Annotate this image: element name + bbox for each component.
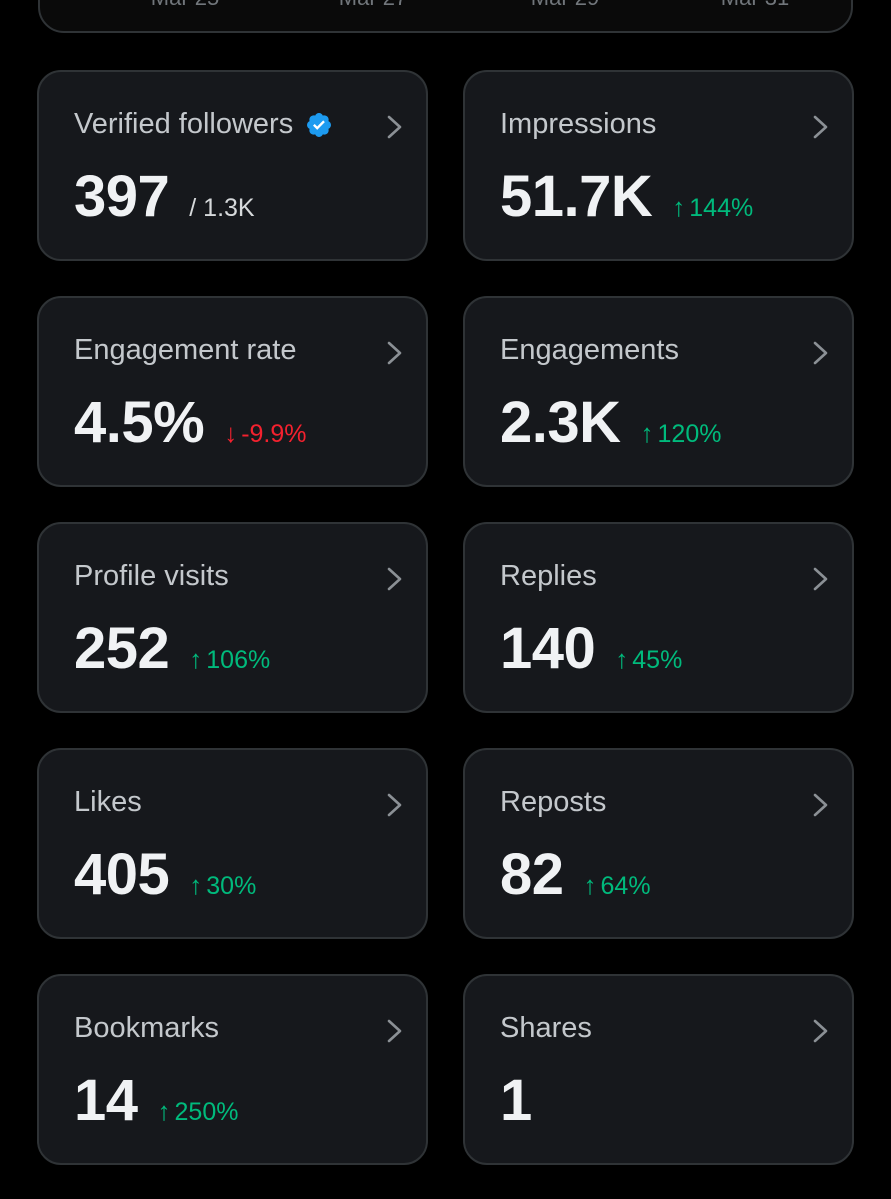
metric-change: ↑ 120% [641,418,722,449]
chevron-right-icon [387,341,402,365]
metric-card-impressions[interactable]: Impressions 51.7K ↑ 144% [463,70,854,261]
arrow-up-icon: ↑ [157,1096,171,1126]
metric-card-shares[interactable]: Shares 1 [463,974,854,1165]
chart-x-axis: Mar 25 Mar 27 Mar 29 Mar 31 [40,0,851,10]
metric-value-row: 140 ↑ 45% [500,620,682,678]
metric-value-row: 4.5% ↓ -9.9% [74,394,307,452]
metric-title-label: Verified followers [74,108,294,140]
chevron-right-icon [813,567,828,591]
chevron-right-icon [387,115,402,139]
chevron-right-icon [813,341,828,365]
metric-card-engagements[interactable]: Engagements 2.3K ↑ 120% [463,296,854,487]
metric-value: 1 [500,1068,532,1133]
metric-title-label: Likes [74,786,142,818]
metric-change-value: 30% [206,872,257,900]
metric-card-profile-visits[interactable]: Profile visits 252 ↑ 106% [37,522,428,713]
metric-value: 51.7K [500,164,653,229]
metric-title-label: Impressions [500,108,657,140]
metric-title-label: Replies [500,560,597,592]
metric-change: ↓ -9.9% [224,418,306,449]
arrow-down-icon: ↓ [224,418,238,448]
metric-value: 82 [500,842,564,907]
metric-value-row: 14 ↑ 250% [74,1072,238,1130]
metric-value: 405 [74,842,170,907]
chevron-right-icon [813,1019,828,1043]
metric-value-row: 51.7K ↑ 144% [500,168,753,226]
metric-title-label: Engagements [500,334,679,366]
metric-title: Reposts [500,786,606,819]
arrow-up-icon: ↑ [615,644,629,674]
metric-change-value: 250% [174,1098,239,1126]
metric-total: / 1.3K [189,194,255,222]
arrow-up-icon: ↑ [583,870,597,900]
metric-value-row: 1 [500,1072,532,1130]
verified-badge-icon [307,112,332,137]
metric-value: 140 [500,616,596,681]
metric-title: Shares [500,1012,592,1045]
chevron-right-icon [813,793,828,817]
metric-value: 397 [74,164,170,229]
chart-axis-label: Mar 29 [531,0,599,11]
metric-title: Profile visits [74,560,229,593]
metric-change-value: 120% [657,420,722,448]
metric-value-row: 2.3K ↑ 120% [500,394,721,452]
metric-change-value: 64% [600,872,651,900]
metric-change: ↑ 45% [615,644,682,675]
metric-value: 2.3K [500,390,621,455]
chart-card: Mar 25 Mar 27 Mar 29 Mar 31 [38,0,853,33]
metric-title: Replies [500,560,597,593]
metric-change-value: 106% [206,646,271,674]
metric-card-reposts[interactable]: Reposts 82 ↑ 64% [463,748,854,939]
chart-axis-label: Mar 25 [151,0,219,11]
metric-title: Bookmarks [74,1012,219,1045]
metric-title: Verified followers [74,108,333,141]
metric-change: ↑ 106% [189,644,270,675]
metric-card-bookmarks[interactable]: Bookmarks 14 ↑ 250% [37,974,428,1165]
chart-axis-label: Mar 27 [339,0,407,11]
metric-value: 14 [74,1068,138,1133]
metric-change: ↑ 30% [189,870,256,901]
metric-value-row: 405 ↑ 30% [74,846,256,904]
arrow-up-icon: ↑ [672,192,686,222]
arrow-up-icon: ↑ [189,644,203,674]
metrics-grid: Verified followers 397 / 1.3K Impression… [37,70,854,1165]
metric-title-label: Reposts [500,786,607,818]
metric-title-label: Profile visits [74,560,229,592]
metric-card-replies[interactable]: Replies 140 ↑ 45% [463,522,854,713]
metric-change-value: -9.9% [241,420,307,448]
chevron-right-icon [387,567,402,591]
metric-change-value: 45% [632,646,683,674]
metric-value: 4.5% [74,390,205,455]
chevron-right-icon [387,793,402,817]
metric-change-value: 144% [689,194,754,222]
metric-title-label: Bookmarks [74,1012,220,1044]
metric-title: Engagements [500,334,679,367]
chevron-right-icon [387,1019,402,1043]
metric-change: ↑ 250% [158,1096,239,1127]
metric-title-label: Shares [500,1012,592,1044]
metric-change: ↑ 64% [584,870,651,901]
metric-title: Likes [74,786,142,819]
metric-value-row: 397 / 1.3K [74,168,255,226]
metric-card-engagement-rate[interactable]: Engagement rate 4.5% ↓ -9.9% [37,296,428,487]
metric-title: Impressions [500,108,656,141]
metric-title: Engagement rate [74,334,296,367]
metric-card-likes[interactable]: Likes 405 ↑ 30% [37,748,428,939]
metric-value-row: 252 ↑ 106% [74,620,270,678]
metric-change: ↑ 144% [672,192,753,223]
arrow-up-icon: ↑ [189,870,203,900]
metric-value: 252 [74,616,170,681]
chevron-right-icon [813,115,828,139]
metric-title-label: Engagement rate [74,334,297,366]
chart-axis-label: Mar 31 [721,0,789,11]
arrow-up-icon: ↑ [640,418,654,448]
metric-value-row: 82 ↑ 64% [500,846,651,904]
metric-card-verified-followers[interactable]: Verified followers 397 / 1.3K [37,70,428,261]
